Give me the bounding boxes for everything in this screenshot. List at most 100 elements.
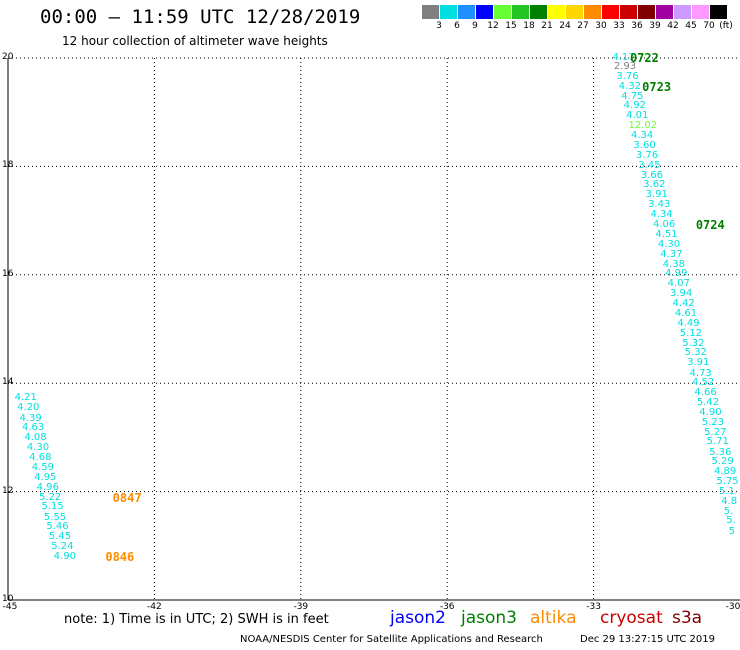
scale-label: 18 bbox=[523, 21, 535, 31]
wave-height-value: 4.32 bbox=[618, 80, 642, 92]
wave-height-value: 4.42 bbox=[672, 298, 695, 310]
wave-height-value: 4.51 bbox=[655, 228, 678, 240]
scale-swatch bbox=[692, 5, 709, 19]
lon-tick-label: -36 bbox=[439, 602, 455, 612]
wave-height-value: 4.68 bbox=[29, 452, 52, 464]
scale-label: 21 bbox=[541, 21, 553, 31]
wave-height-value: 5.22 bbox=[39, 491, 62, 503]
wave-height-value: 5.32 bbox=[684, 347, 707, 359]
wave-height-value: 5.32 bbox=[682, 337, 705, 349]
legend-jason2: jason2 bbox=[390, 608, 446, 628]
legend-s3a: s3a bbox=[672, 608, 703, 628]
wave-height-value: 4.95 bbox=[34, 471, 57, 483]
scale-label: 33 bbox=[613, 21, 625, 31]
wave-height-value: 4.17 bbox=[612, 51, 635, 63]
pass-time-label: 0723 bbox=[642, 79, 672, 94]
wave-height-value: 4.01 bbox=[626, 110, 649, 122]
wave-height-value: 5.36 bbox=[709, 446, 732, 458]
wave-height-value: 4.73 bbox=[689, 367, 712, 379]
pass-time-label: 0847 bbox=[112, 490, 142, 505]
scale-label: 42 bbox=[667, 21, 679, 31]
scale-label: 45 bbox=[685, 21, 697, 31]
lon-tick-label: -42 bbox=[147, 602, 162, 612]
legend-altika: altika bbox=[530, 608, 577, 628]
footer-credit: NOAA/NESDIS Center for Satellite Applica… bbox=[240, 634, 543, 645]
wave-height-value: 5.46 bbox=[46, 521, 69, 533]
wave-height-value: 4.92 bbox=[623, 100, 646, 112]
wave-height-value: 12.02 bbox=[628, 120, 658, 132]
lat-tick-label: 18 bbox=[2, 160, 14, 171]
wave-height-value: 5.71 bbox=[706, 436, 729, 448]
wave-height-value: 4.20 bbox=[17, 402, 40, 414]
lon-tick-label: -39 bbox=[293, 602, 309, 612]
wave-height-value: 4.49 bbox=[677, 317, 700, 329]
wave-height-value: 4.38 bbox=[662, 258, 685, 270]
scale-label: 70 bbox=[703, 21, 715, 31]
wave-height-value: 4.34 bbox=[630, 130, 654, 142]
lat-tick-label: 14 bbox=[2, 377, 14, 388]
wave-height-value: 5.24 bbox=[51, 540, 74, 552]
wave-height-value: 4.08 bbox=[24, 432, 47, 444]
scale-swatch bbox=[458, 5, 475, 19]
wave-height-value: 3.76 bbox=[635, 149, 659, 161]
scale-swatch bbox=[620, 5, 637, 19]
wave-height-value: 4.37 bbox=[660, 248, 683, 260]
wave-height-value: 5. bbox=[726, 515, 736, 527]
scale-swatch bbox=[512, 5, 529, 19]
scale-label: 39 bbox=[649, 21, 661, 31]
scale-swatch bbox=[494, 5, 511, 19]
wave-height-value: 5.55 bbox=[43, 511, 67, 523]
scale-swatch bbox=[476, 5, 493, 19]
scale-label: 9 bbox=[472, 21, 478, 31]
wave-height-value: 4.66 bbox=[694, 387, 717, 399]
scale-swatch bbox=[674, 5, 691, 19]
wave-height-value: 3.45 bbox=[638, 159, 661, 171]
page-subtitle: 12 hour collection of altimeter wave hei… bbox=[62, 34, 328, 48]
scale-label: 24 bbox=[559, 21, 571, 31]
wave-height-value: 3.62 bbox=[643, 179, 666, 191]
lon-tick-label: -30 bbox=[725, 602, 740, 612]
wave-height-value: 4.75 bbox=[621, 90, 644, 102]
wave-height-value: 5 bbox=[728, 525, 735, 537]
wave-height-value: 5.29 bbox=[711, 456, 734, 468]
wave-height-value: 5.45 bbox=[48, 531, 72, 543]
wave-height-value: 5.42 bbox=[696, 396, 720, 408]
scale-swatch bbox=[602, 5, 619, 19]
wave-height-value: 3.43 bbox=[648, 198, 671, 210]
wave-height-value: 4.61 bbox=[674, 307, 698, 319]
wave-height-value: 5.1 bbox=[718, 486, 735, 498]
wave-height-value: 4.07 bbox=[667, 278, 690, 290]
legend-cryosat: cryosat bbox=[600, 608, 663, 628]
pass-time-label: 0722 bbox=[629, 50, 659, 65]
wave-height-value: 4.90 bbox=[53, 551, 76, 563]
scale-label: 27 bbox=[577, 21, 589, 31]
scale-label: 3 bbox=[436, 21, 442, 31]
wave-height-value: 4.96 bbox=[36, 481, 59, 493]
wave-height-value: 4.52 bbox=[691, 377, 715, 389]
wave-height-value: 3.76 bbox=[616, 71, 639, 83]
pass-time-label: 0724 bbox=[695, 218, 725, 233]
scale-label: 6 bbox=[454, 21, 460, 31]
wave-height-value: 4.39 bbox=[19, 412, 42, 424]
wave-height-value: 4.59 bbox=[31, 461, 54, 473]
wave-height-value: 4.8 bbox=[721, 495, 738, 507]
scale-swatch bbox=[440, 5, 457, 19]
pass-time-label: 0846 bbox=[105, 550, 135, 565]
scale-swatch bbox=[548, 5, 565, 19]
wave-height-value: 3.66 bbox=[640, 169, 663, 181]
wave-height-value: 5.23 bbox=[701, 416, 724, 428]
wave-height-value: 4.06 bbox=[652, 219, 676, 231]
note-text: note: 1) Time is in UTC; 2) SWH is in fe… bbox=[64, 612, 329, 627]
scale-label: 12 bbox=[487, 21, 499, 31]
wave-height-value: 3.91 bbox=[645, 189, 668, 201]
scale-swatch bbox=[530, 5, 547, 19]
scale-swatch bbox=[710, 5, 727, 19]
lat-tick-label: 20 bbox=[2, 52, 14, 62]
scale-swatch bbox=[584, 5, 601, 19]
wave-height-value: 4.89 bbox=[713, 466, 737, 478]
scale-unit-label: (ft) bbox=[719, 21, 733, 31]
wave-height-value: 4.34 bbox=[650, 209, 673, 221]
scale-label: 15 bbox=[505, 21, 517, 31]
wave-height-value: 4.30 bbox=[657, 238, 681, 250]
